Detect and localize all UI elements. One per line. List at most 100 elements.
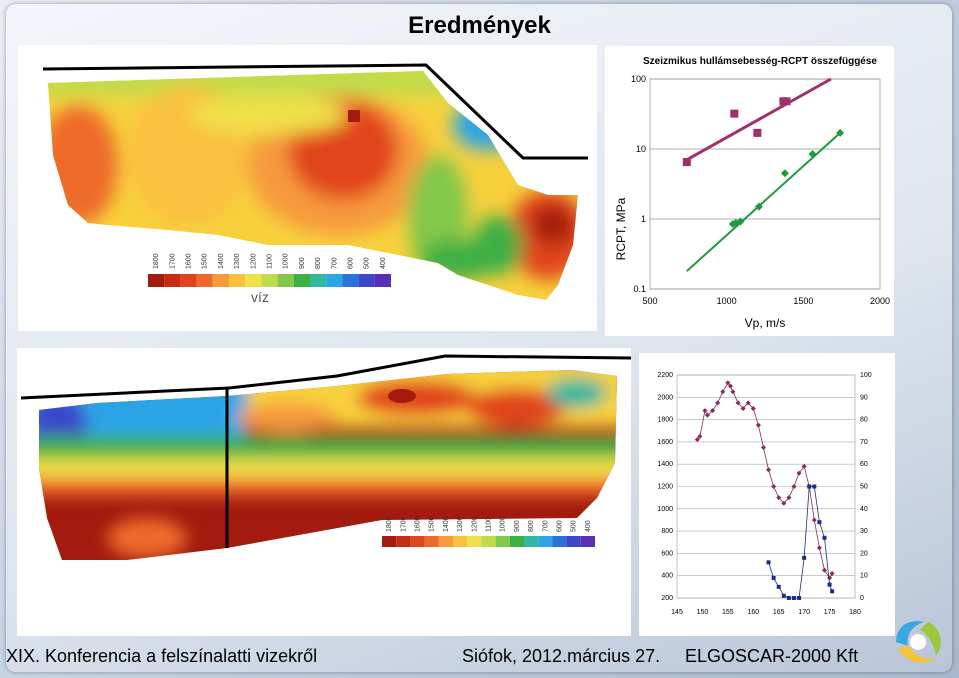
line-chart: 2004006008001000120014001600180020002200… <box>657 372 871 616</box>
seismic-section-top: 1800 1700 1600 1500 1400 1300 1200 1100 1000 900 8… <box>18 45 597 331</box>
y-left-tick-label: 2200 <box>657 372 673 379</box>
legend-swatch <box>538 536 553 547</box>
legend-label: 1600 <box>415 516 422 532</box>
legend-swatch <box>180 274 197 287</box>
legend-label: 400 <box>585 520 592 532</box>
data-point-square <box>797 596 802 600</box>
legend-label: 1300 <box>234 253 241 269</box>
line-marks <box>694 380 835 600</box>
trendline <box>686 77 832 162</box>
y-left-tick-label: 2000 <box>657 394 673 401</box>
scatter-chart-panel: Szeizmikus hullámsebesség-RCPT összefügg… <box>605 46 894 336</box>
y-right-tick-label: 10 <box>860 573 868 580</box>
data-point-square <box>753 128 762 137</box>
legend-swatch <box>245 274 262 287</box>
x-tick-label: 1500 <box>793 296 813 306</box>
legend-label: 1400 <box>443 516 450 532</box>
footer-conference: XIX. Konferencia a felszínalatti vizekrő… <box>6 646 318 666</box>
x-tick-label: 165 <box>773 609 785 616</box>
data-point-square <box>786 596 791 600</box>
data-point-diamond <box>697 433 703 439</box>
data-point-diamond <box>694 437 700 443</box>
scatter-xlabel: Vp, m/s <box>745 316 786 330</box>
legend-label: 500 <box>571 520 578 532</box>
legend-swatch <box>374 274 391 287</box>
y-right-tick-label: 20 <box>860 550 868 557</box>
data-point-square <box>807 484 812 489</box>
legend-swatch <box>342 274 359 287</box>
data-point-diamond <box>780 169 789 178</box>
legend-swatch <box>566 536 581 547</box>
legend-label: 1700 <box>169 253 176 269</box>
legend-label: 1200 <box>471 516 478 532</box>
y-left-tick-label: 1800 <box>657 417 673 424</box>
data-point-diamond <box>725 380 731 386</box>
legend-swatch <box>467 536 482 547</box>
data-point-square <box>817 520 822 525</box>
legend-label: 1000 <box>283 253 290 269</box>
legend-label: 1200 <box>250 253 257 269</box>
data-point-diamond <box>705 412 711 418</box>
line-chart-panel: 200 400 600 800 1000 1200 1400 1600 1800 2000 2200… <box>639 353 895 636</box>
legend-label: 700 <box>331 257 338 269</box>
legend-label: 1100 <box>486 517 493 532</box>
velocity-legend-bottom: 1800 1700 1600 1500 1400 1300 1200 1100 1000 900 8… <box>382 516 595 547</box>
water-label: víz <box>251 289 269 305</box>
legend-label: 1700 <box>400 516 407 532</box>
legend-swatch <box>552 536 567 547</box>
y-left-tick-label: 1200 <box>657 484 673 491</box>
data-point-square <box>682 158 691 167</box>
line-grid: 2004006008001000120014001600180020002200… <box>657 372 871 616</box>
data-point-diamond <box>836 128 845 137</box>
y-left-tick-label: 600 <box>661 550 673 557</box>
legend-swatch <box>164 274 181 287</box>
scatter-title: Szeizmikus hullámsebesség-RCPT összefügg… <box>643 56 877 67</box>
legend-label: 700 <box>542 520 549 532</box>
data-point-square <box>771 575 776 580</box>
data-point-diamond <box>781 500 787 506</box>
y-right-tick-label: 60 <box>860 461 868 468</box>
data-point-diamond <box>736 217 745 226</box>
y-tick-label: 100 <box>631 74 646 84</box>
y-left-tick-label: 1600 <box>657 439 673 446</box>
x-tick-label: 170 <box>798 609 810 616</box>
legend-swatch <box>148 274 165 287</box>
legend-label: 900 <box>299 257 306 269</box>
data-point-diamond <box>816 545 822 551</box>
data-point-square <box>781 593 786 598</box>
seismic-section-bottom-image: 1800 1700 1600 1500 1400 1300 1200 1100 1000 900 8… <box>20 354 632 560</box>
legend-label: 500 <box>364 257 371 269</box>
legend-label: 900 <box>514 520 521 532</box>
seismic-section-bottom: 1800 1700 1600 1500 1400 1300 1200 1100 1000 900 8… <box>17 348 632 636</box>
legend-swatch <box>580 536 595 547</box>
y-left-tick-label: 1000 <box>657 506 673 513</box>
data-point-square <box>730 109 739 118</box>
legend-swatch <box>277 274 294 287</box>
y-right-tick-label: 100 <box>860 372 872 379</box>
x-tick-label: 180 <box>849 609 861 616</box>
y-right-tick-label: 40 <box>860 506 868 513</box>
plot-area <box>649 78 881 290</box>
legend-label: 800 <box>315 257 322 269</box>
y-left-tick-label: 400 <box>661 573 673 580</box>
data-point-square <box>776 584 781 589</box>
legend-swatch <box>212 274 229 287</box>
data-point-diamond <box>731 218 740 227</box>
legend-label: 1800 <box>153 253 160 269</box>
legend-label: 1100 <box>267 254 274 269</box>
data-point-diamond <box>750 405 756 411</box>
y-right-tick-label: 0 <box>860 595 864 602</box>
data-point-diamond <box>829 570 835 576</box>
legend-swatch <box>524 536 539 547</box>
legend-swatch <box>229 274 246 287</box>
legend-label: 1500 <box>429 516 436 532</box>
scatter-ylabel: RCPT, MPa <box>614 197 628 260</box>
legend-swatch <box>495 536 510 547</box>
data-point-square <box>802 555 807 560</box>
y-right-tick-label: 80 <box>860 417 868 424</box>
company-logo <box>896 620 941 663</box>
y-right-tick-label: 90 <box>860 394 868 401</box>
legend-swatch <box>396 536 411 547</box>
y-tick-label: 10 <box>636 144 646 154</box>
legend-label: 600 <box>557 520 564 532</box>
